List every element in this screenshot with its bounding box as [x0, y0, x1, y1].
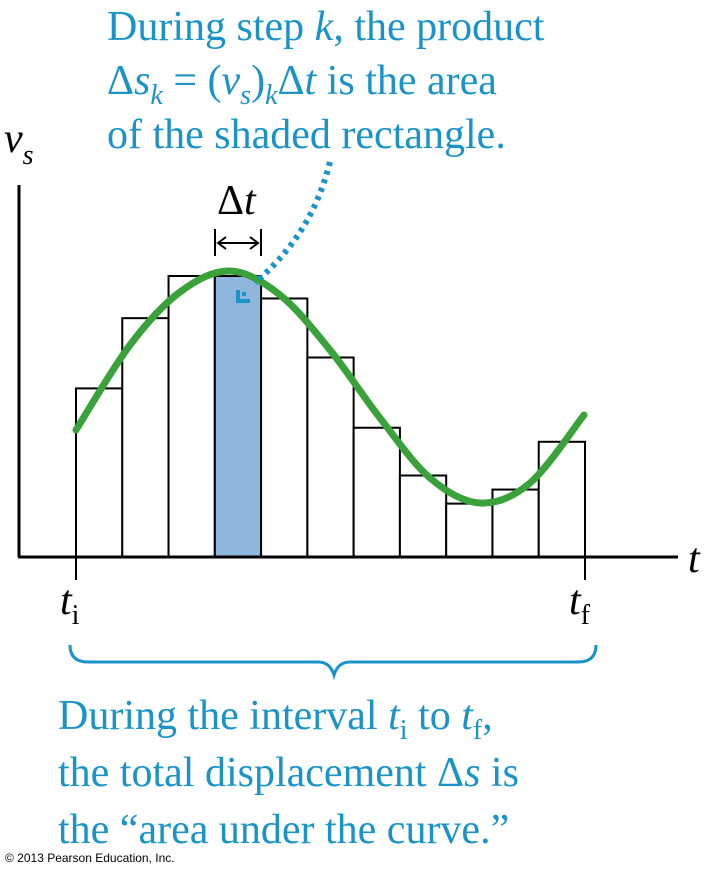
- delta-t-arrow: [214, 229, 262, 256]
- velocity-curve: [72, 267, 588, 507]
- pointer-line: [253, 161, 333, 286]
- top-caption: During step k, the product Δsk = (vs)kΔt…: [107, 4, 545, 158]
- rectangle: [352, 426, 401, 558]
- rectangle: [260, 297, 309, 558]
- top-caption-line-3: of the shaded rectangle.: [107, 112, 506, 158]
- top-caption-line-2: Δsk = (vs)kΔt is the area: [107, 58, 497, 111]
- delta-t-label: Δt: [217, 178, 257, 224]
- tick-label-tf: tf: [569, 578, 591, 631]
- bottom-caption-line-3: the “area under the curve.”: [58, 807, 509, 853]
- bottom-caption-line-2: the total displacement Δs is: [58, 750, 519, 796]
- top-caption-line-1: During step k, the product: [107, 4, 545, 50]
- x-axis-label: t: [688, 536, 701, 582]
- y-axis-label: vs: [4, 116, 34, 171]
- bars: [75, 275, 587, 559]
- shaded-rectangle: [213, 275, 263, 558]
- rectangle: [121, 317, 170, 558]
- pointer-dot: [242, 292, 246, 296]
- bottom-caption: During the interval ti to tf, the total …: [58, 693, 519, 853]
- rectangle: [306, 356, 355, 558]
- interval-brace: [68, 644, 598, 681]
- rectangle: [445, 502, 494, 558]
- rectangle: [167, 275, 216, 558]
- pointer-arrowhead: [236, 290, 250, 303]
- bottom-caption-line-1: During the interval ti to tf,: [58, 693, 493, 746]
- copyright: © 2013 Pearson Education, Inc.: [5, 851, 175, 865]
- tick-label-ti: ti: [60, 578, 80, 631]
- rectangle: [537, 440, 587, 559]
